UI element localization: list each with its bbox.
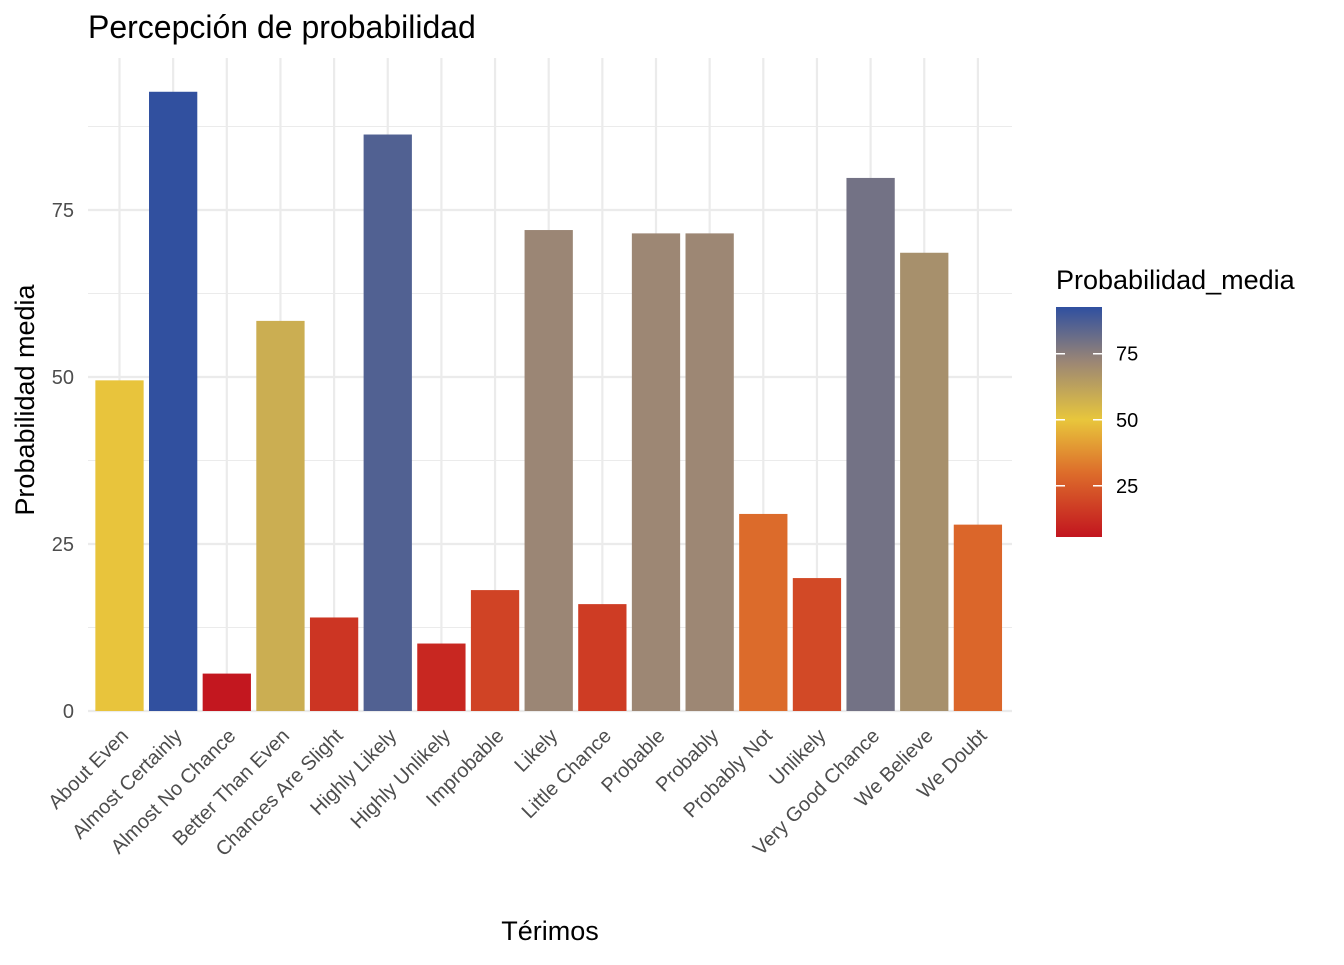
x-tick-label: Likely [511, 725, 563, 777]
y-tick-label: 50 [52, 367, 74, 389]
bar [95, 380, 144, 711]
bar [256, 320, 305, 711]
y-tick-label: 25 [52, 534, 74, 556]
bar [524, 230, 573, 712]
bar [846, 177, 895, 711]
y-axis-ticks: 0 25 50 75 [52, 200, 74, 723]
x-axis-title: Térimos [501, 916, 599, 946]
bar [149, 91, 198, 712]
legend-title: Probabilidad_media [1056, 265, 1296, 295]
bar [631, 233, 681, 711]
bar [685, 233, 734, 711]
chart-title: Percepción de probabilidad [88, 9, 476, 45]
bar [309, 617, 359, 711]
bar [417, 643, 466, 711]
bar [900, 252, 949, 711]
y-axis-title: Probabilidad media [10, 283, 40, 515]
legend-tick-label: 75 [1116, 344, 1138, 366]
legend-colorbar [1056, 307, 1102, 537]
y-tick-label: 0 [63, 701, 74, 723]
bar [953, 524, 1003, 711]
legend-tick-label: 50 [1116, 410, 1138, 432]
bar [739, 513, 788, 711]
bar [792, 578, 842, 711]
bar [470, 590, 520, 711]
legend: Probabilidad_media 25 50 75 [1056, 265, 1296, 537]
y-tick-label: 75 [52, 200, 74, 222]
legend-tick-label: 25 [1116, 476, 1138, 498]
bars [95, 91, 1003, 712]
bar [202, 673, 251, 711]
bar [578, 604, 627, 711]
bar [363, 134, 412, 712]
legend-ticks: 25 50 75 [1056, 344, 1138, 498]
